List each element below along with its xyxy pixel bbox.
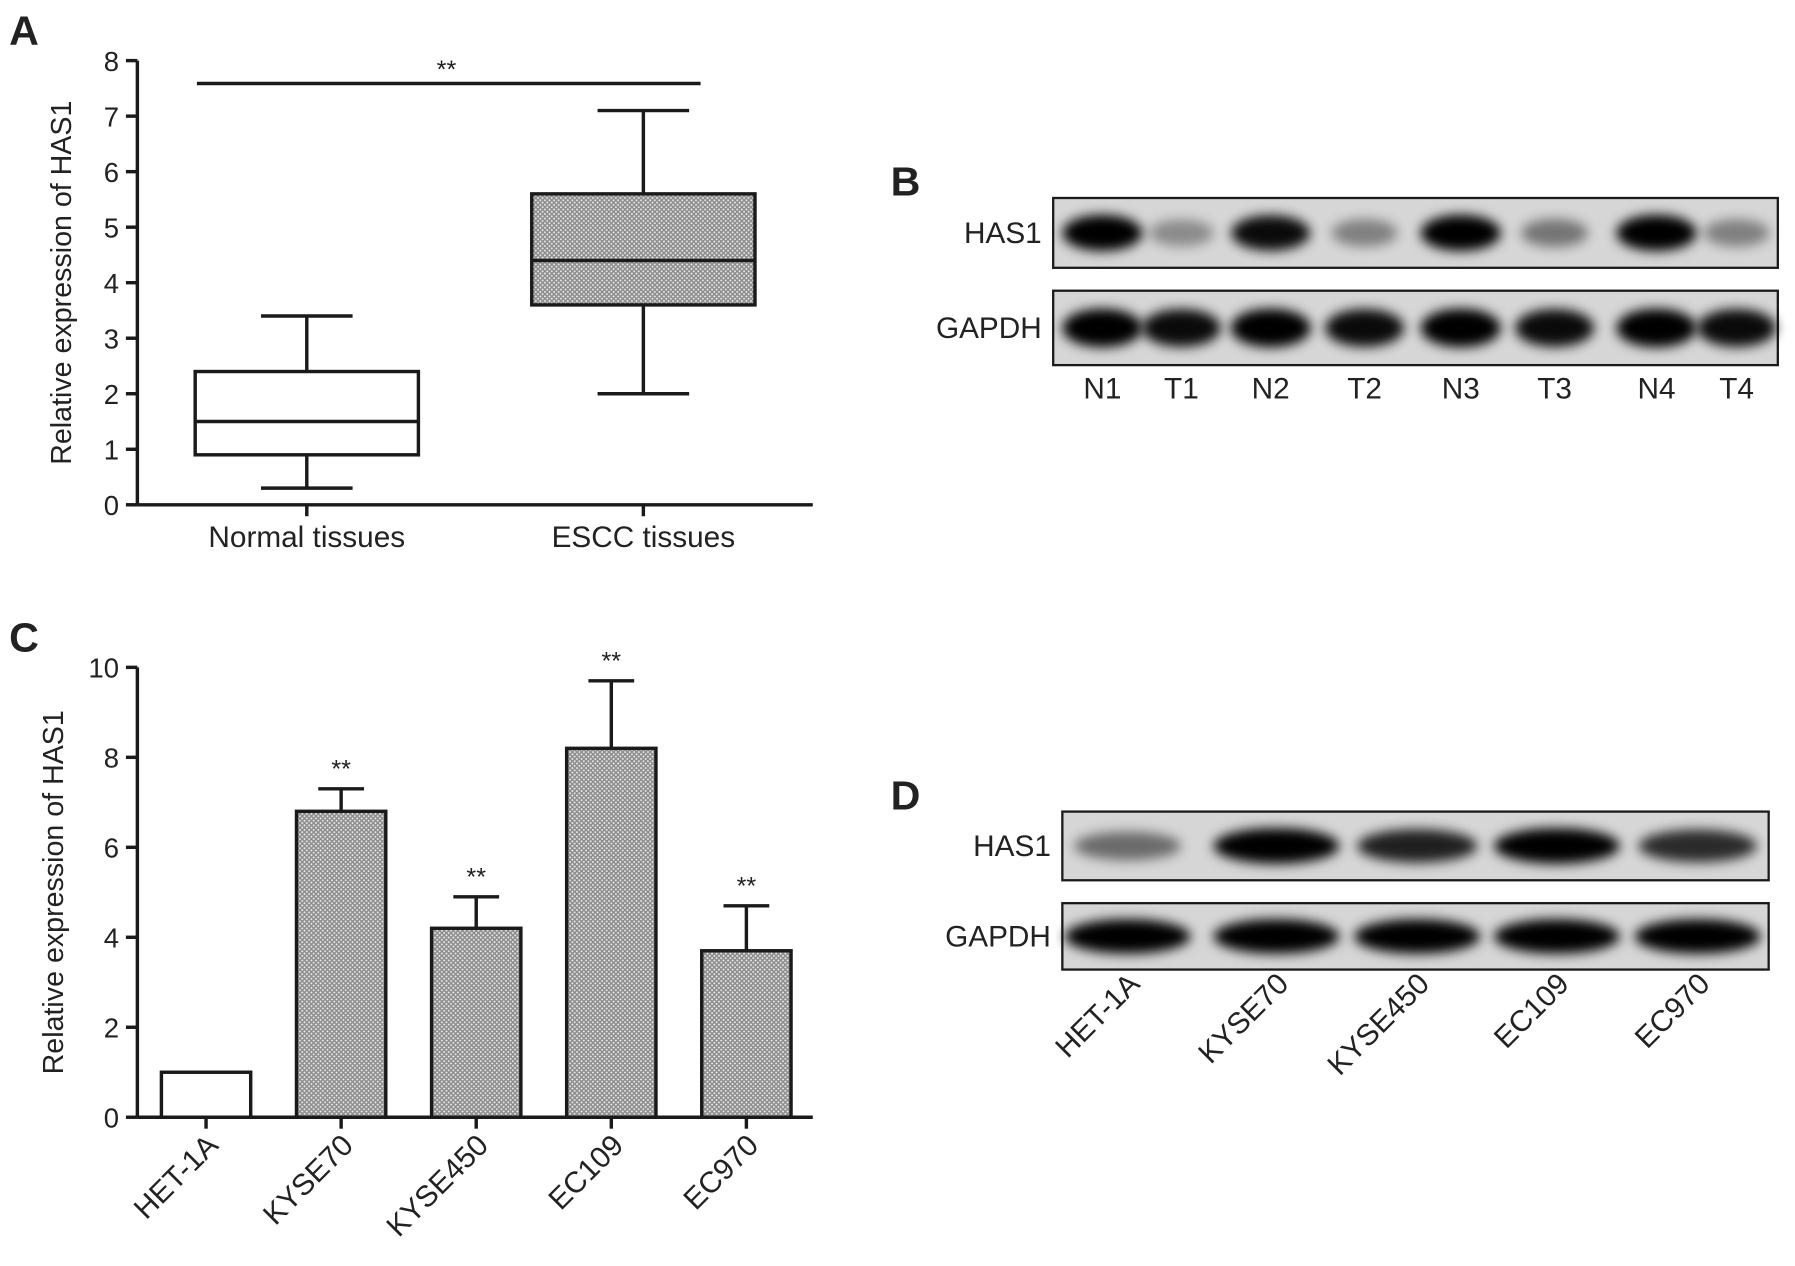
y-tick-label: 4 xyxy=(104,923,119,954)
y-tick-label: 2 xyxy=(104,379,119,410)
bar xyxy=(159,1070,253,1119)
blot-band xyxy=(1149,219,1214,247)
blot-row-label: HAS1 xyxy=(964,217,1042,250)
y-tick-label: 6 xyxy=(104,833,119,864)
blot-row-label: GAPDH xyxy=(945,921,1051,954)
blot-lane-label: T2 xyxy=(1347,372,1382,405)
blot-lane-label: EC970 xyxy=(1629,967,1717,1055)
y-tick-label: 6 xyxy=(104,157,119,188)
y-tick-label: 1 xyxy=(104,435,119,466)
blot-band xyxy=(1074,831,1182,861)
blot-lane-label: N3 xyxy=(1442,372,1480,405)
blot-band xyxy=(1062,308,1143,348)
y-tick-label: 2 xyxy=(104,1013,119,1044)
y-tick-label: 5 xyxy=(104,212,119,243)
y-axis-label: Relative expression of HAS1 xyxy=(46,101,78,465)
y-tick-label: 8 xyxy=(104,46,119,77)
bar xyxy=(294,809,388,1119)
y-tick-label: 8 xyxy=(104,743,119,774)
blot-lane-label: KYSE450 xyxy=(1321,967,1436,1082)
x-tick-label: ESCC tissues xyxy=(552,521,736,554)
bar xyxy=(700,949,793,1119)
significance-label: ** xyxy=(602,647,622,675)
significance-label: ** xyxy=(466,863,486,891)
significance-label: ** xyxy=(737,872,757,900)
blot-band xyxy=(1213,919,1340,954)
blot-band xyxy=(1325,308,1405,347)
significance-label: ** xyxy=(331,755,351,783)
blot-band xyxy=(1141,308,1221,347)
box xyxy=(530,192,757,307)
bar xyxy=(564,746,658,1119)
blot-row-label: GAPDH xyxy=(936,312,1042,345)
blot-band xyxy=(1634,919,1761,954)
y-tick-label: 7 xyxy=(104,101,119,132)
blot-band xyxy=(1638,829,1757,863)
blot-band xyxy=(1062,214,1143,252)
blot-band xyxy=(1420,214,1501,252)
blot-lane-label: EC109 xyxy=(1488,967,1576,1055)
blot-band xyxy=(1616,214,1697,252)
blot-band xyxy=(1354,919,1481,954)
y-tick-label: 10 xyxy=(88,653,119,684)
blot-lane-label: KYSE70 xyxy=(1192,967,1295,1070)
x-tick-label: EC970 xyxy=(677,1129,765,1217)
x-tick-label: EC109 xyxy=(542,1129,630,1217)
blot-band xyxy=(1521,218,1589,248)
panel-letter: D xyxy=(891,772,921,818)
x-tick-label: HET-1A xyxy=(128,1129,225,1226)
blot-band xyxy=(1493,919,1620,954)
blot-band xyxy=(1213,828,1340,864)
blot-band xyxy=(1493,828,1620,864)
blot-band xyxy=(1357,829,1478,863)
blot-lane-label: N4 xyxy=(1637,372,1675,405)
panel-letter: A xyxy=(9,8,39,54)
blot-band xyxy=(1331,219,1398,247)
blot-band xyxy=(1616,308,1697,348)
blot-band xyxy=(1703,219,1770,247)
x-tick-label: Normal tissues xyxy=(208,521,405,554)
y-tick-label: 0 xyxy=(104,490,119,521)
x-tick-label: KYSE70 xyxy=(257,1129,360,1232)
blot-lane-label: T3 xyxy=(1537,372,1572,405)
blot-band xyxy=(1515,308,1595,347)
blot-band xyxy=(1231,215,1311,251)
blot-band xyxy=(1230,308,1311,348)
bar xyxy=(429,926,523,1119)
blot-band xyxy=(1697,308,1777,347)
box xyxy=(193,369,421,457)
y-tick-label: 0 xyxy=(104,1103,119,1134)
significance-label: ** xyxy=(437,56,457,84)
blot-lane-label: T4 xyxy=(1719,372,1754,405)
blot-lane-label: N2 xyxy=(1252,372,1290,405)
y-tick-label: 4 xyxy=(104,268,119,299)
x-tick-label: KYSE450 xyxy=(380,1129,495,1244)
blot-band xyxy=(1420,308,1501,348)
y-axis-label: Relative expression of HAS1 xyxy=(38,710,70,1074)
blot-lane-label: N1 xyxy=(1083,372,1121,405)
blot-lane-label: HET-1A xyxy=(1049,967,1146,1064)
panel-letter: B xyxy=(891,159,921,205)
blot-lane-label: T1 xyxy=(1164,372,1199,405)
panel-letter: C xyxy=(9,614,39,660)
y-tick-label: 3 xyxy=(104,324,119,355)
blot-band xyxy=(1064,919,1191,954)
blot-row-label: HAS1 xyxy=(973,830,1051,863)
